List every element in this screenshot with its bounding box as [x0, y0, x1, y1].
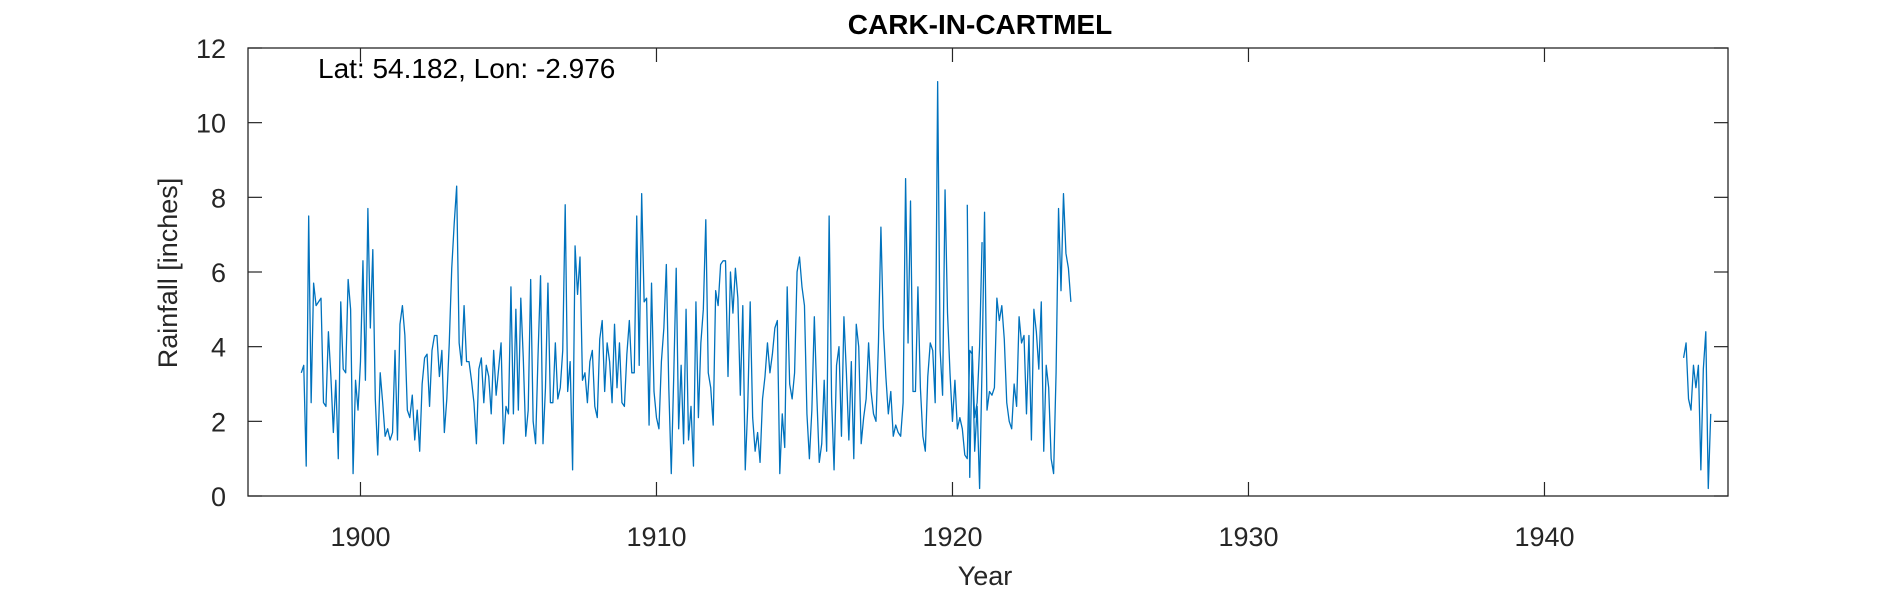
- y-tick-label: 6: [211, 258, 226, 288]
- y-tick-label: 4: [211, 333, 226, 363]
- x-tick-label: 1910: [626, 522, 686, 552]
- x-tick-label: 1920: [922, 522, 982, 552]
- series-line-segment: [1682, 331, 1712, 490]
- axis-ticks: 1900 1910 1920 1930 1940 0 2 4 6 8 10 12: [196, 34, 1728, 552]
- x-axis-label: Year: [958, 561, 1013, 591]
- x-tick-label: 1940: [1514, 522, 1574, 552]
- y-tick-label: 12: [196, 34, 226, 64]
- y-tick-label: 0: [211, 482, 226, 512]
- rainfall-series: [300, 80, 1712, 490]
- series-line-segment: [966, 192, 1072, 490]
- chart-title: CARK-IN-CARTMEL: [848, 9, 1112, 40]
- y-tick-label: 2: [211, 407, 226, 437]
- x-tick-label: 1900: [330, 522, 390, 552]
- y-tick-label: 8: [211, 183, 226, 213]
- y-tick-label: 10: [196, 109, 226, 139]
- location-annotation: Lat: 54.182, Lon: -2.976: [318, 53, 615, 84]
- series-line-segment: [300, 80, 983, 475]
- y-axis-label: Rainfall [inches]: [153, 178, 183, 369]
- x-tick-label: 1930: [1218, 522, 1278, 552]
